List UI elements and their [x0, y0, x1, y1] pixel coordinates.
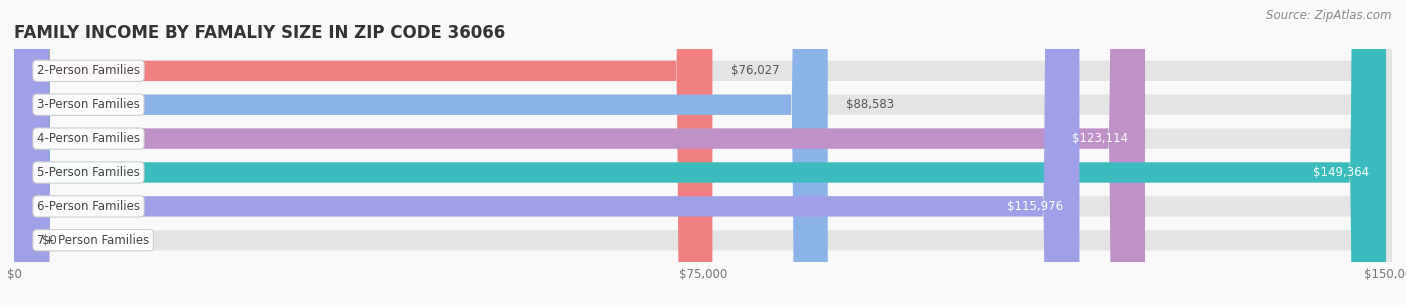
Text: Source: ZipAtlas.com: Source: ZipAtlas.com [1267, 9, 1392, 22]
FancyBboxPatch shape [14, 0, 1392, 305]
Text: 4-Person Families: 4-Person Families [37, 132, 141, 145]
Text: 6-Person Families: 6-Person Families [37, 200, 141, 213]
Text: $149,364: $149,364 [1313, 166, 1369, 179]
Text: $123,114: $123,114 [1073, 132, 1129, 145]
FancyBboxPatch shape [14, 0, 1392, 305]
Text: 3-Person Families: 3-Person Families [37, 98, 141, 111]
Text: $88,583: $88,583 [846, 98, 894, 111]
FancyBboxPatch shape [14, 0, 1392, 305]
FancyBboxPatch shape [14, 0, 1144, 305]
FancyBboxPatch shape [14, 0, 1392, 305]
FancyBboxPatch shape [14, 0, 1392, 305]
Text: $0: $0 [42, 234, 56, 247]
Text: FAMILY INCOME BY FAMALIY SIZE IN ZIP CODE 36066: FAMILY INCOME BY FAMALIY SIZE IN ZIP COD… [14, 24, 505, 42]
FancyBboxPatch shape [14, 0, 1392, 305]
Text: 2-Person Families: 2-Person Families [37, 64, 141, 77]
FancyBboxPatch shape [14, 0, 828, 305]
FancyBboxPatch shape [14, 0, 1080, 305]
Text: 5-Person Families: 5-Person Families [37, 166, 141, 179]
Text: $115,976: $115,976 [1007, 200, 1063, 213]
FancyBboxPatch shape [14, 0, 713, 305]
FancyBboxPatch shape [14, 0, 1386, 305]
Text: $76,027: $76,027 [731, 64, 779, 77]
Text: 7+ Person Families: 7+ Person Families [37, 234, 149, 247]
